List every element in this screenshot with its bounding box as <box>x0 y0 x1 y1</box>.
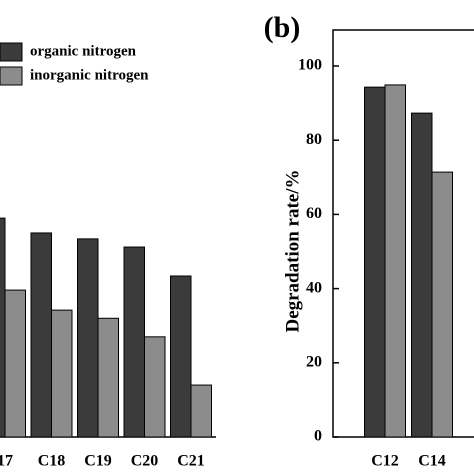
legend-label: inorganic nitrogen <box>30 67 149 83</box>
bar <box>0 217 6 438</box>
panel-title: (b) <box>264 11 301 44</box>
bar <box>411 112 433 438</box>
y-tick-label: 80 <box>306 131 322 148</box>
bar <box>190 384 212 438</box>
bar <box>364 86 386 438</box>
y-tick-label: 40 <box>306 279 322 296</box>
y-tick-label: 20 <box>306 353 322 370</box>
x-tick-label: C14 <box>418 453 446 470</box>
bar <box>123 246 145 438</box>
bar <box>4 289 26 438</box>
bar <box>431 171 453 438</box>
bar <box>384 84 406 438</box>
y-axis-label: Degradation rate/% <box>282 169 303 332</box>
bar <box>77 238 99 438</box>
x-tick-label: C19 <box>84 453 112 470</box>
bar <box>51 309 73 438</box>
legend-swatch <box>0 42 23 62</box>
bar <box>170 275 192 438</box>
x-tick-label: C18 <box>38 453 66 470</box>
bar <box>144 336 166 438</box>
bar <box>97 317 119 438</box>
legend-label: organic nitrogen <box>30 43 137 59</box>
x-tick-label: C12 <box>371 453 399 470</box>
x-tick-label: 17 <box>0 453 13 470</box>
y-tick-label: 0 <box>314 428 322 445</box>
x-tick-label: C20 <box>131 453 159 470</box>
legend-swatch <box>0 66 23 86</box>
y-tick-label: 100 <box>298 57 322 74</box>
y-tick-label: 60 <box>306 205 322 222</box>
bar <box>30 232 52 438</box>
x-tick-label: C21 <box>177 453 205 470</box>
